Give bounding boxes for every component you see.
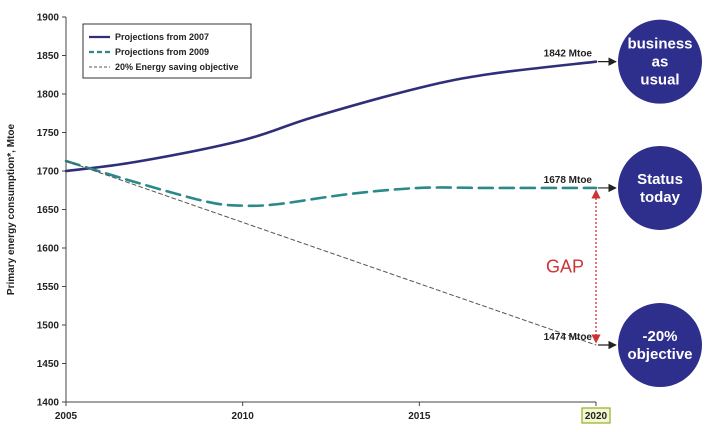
y-tick-label: 1600 [37, 244, 60, 255]
series-line-3 [65, 160, 597, 346]
x-tick-label: 2020 [585, 411, 608, 422]
y-tick-label: 1650 [37, 205, 60, 216]
callout-circle-1 [618, 19, 702, 104]
y-tick-label: 1450 [37, 359, 60, 370]
series-line-1 [64, 60, 598, 173]
x-tick-label: 2005 [55, 411, 78, 422]
callout-circle-3 [618, 303, 702, 388]
callout-text: -20% [642, 328, 677, 345]
gap-label: GAP [546, 256, 584, 276]
y-axis-label: Primary energy consumption*, Mtoe [6, 123, 17, 295]
y-tick-label: 1900 [37, 13, 60, 24]
callout-text: business [627, 36, 692, 53]
y-tick-label: 1400 [37, 398, 60, 409]
value-annotation: 1474 Mtoe [544, 332, 593, 343]
axes: 1400 1450 1500 1550 1600 1650 1700 1750 1800 1850… [6, 13, 611, 424]
callout-text: usual [640, 72, 679, 89]
legend-label-2: Projections from 2009 [115, 47, 209, 57]
x-tick-highlight [581, 407, 611, 424]
legend: Projections from 2007 Projections from 20… [82, 23, 252, 79]
callout-text: Status [637, 171, 683, 188]
series-lines [64, 60, 598, 346]
x-tick-label: 2015 [408, 411, 431, 422]
legend-label-3: 20% Energy saving objective [115, 62, 239, 72]
annotations: 1842 Mtoe 1678 Mtoe 1474 Mtoe GAP [544, 49, 601, 344]
y-tick-label: 1500 [37, 321, 60, 332]
y-tick-label: 1850 [37, 51, 60, 62]
legend-label-1: Projections from 2007 [115, 32, 209, 42]
callout-text: objective [627, 346, 692, 363]
y-tick-label: 1550 [37, 282, 60, 293]
series-line-2 [64, 159, 598, 208]
value-annotation: 1842 Mtoe [544, 49, 593, 60]
y-tick-label: 1800 [37, 90, 60, 101]
value-annotation: 1678 Mtoe [544, 175, 593, 186]
x-tick-label: 2010 [232, 411, 255, 422]
y-tick-label: 1750 [37, 128, 60, 139]
legend-box [82, 23, 252, 79]
callout-circle-2 [618, 145, 702, 230]
callout-text: as [652, 54, 669, 71]
y-tick-label: 1700 [37, 167, 60, 178]
callout-text: today [640, 189, 681, 206]
